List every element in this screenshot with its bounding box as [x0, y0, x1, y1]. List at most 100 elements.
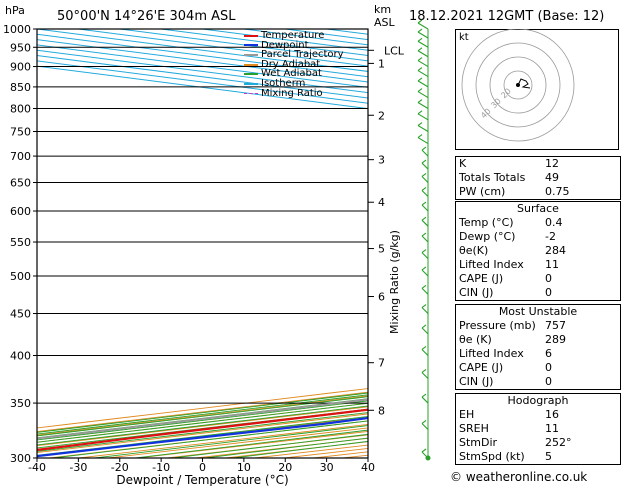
pressure-tick-label: 500	[10, 270, 31, 283]
wind-barb	[421, 201, 429, 212]
hpa-label: hPa	[5, 4, 25, 17]
pressure-tick-label: 600	[10, 205, 31, 218]
pressure-tick-label: 450	[10, 308, 31, 321]
isotherm-line	[37, 65, 368, 110]
legend-label: Wet Adiabat	[261, 68, 322, 80]
wind-barb	[421, 420, 429, 430]
index-row-k: K 12	[456, 157, 620, 171]
km-tick-label: 8	[378, 404, 385, 417]
hodograph-table: Hodograph EH 16 SREH 11 StmDir 252° StmSpd …	[455, 393, 621, 465]
hodograph-title: Hodograph	[507, 394, 569, 407]
surface-value: 11	[545, 258, 559, 271]
legend-swatch	[244, 82, 258, 85]
index-value: 12	[545, 157, 559, 170]
wind-barb	[417, 99, 429, 109]
hodograph-unit: kt	[459, 32, 469, 43]
hodograph-ring	[503, 70, 533, 100]
hodo-row: EH 16	[456, 408, 620, 422]
legend-item: Temperature	[244, 31, 344, 41]
wind-barb	[417, 67, 429, 78]
legend-swatch	[244, 73, 258, 76]
wind-barb	[421, 346, 429, 356]
wind-barb	[417, 47, 429, 58]
mixing-ratio-axis-title: Mixing Ratio (g/kg)	[388, 230, 401, 334]
surface-row: CIN (J) 0	[456, 286, 620, 300]
hodo-label: SREH	[459, 422, 489, 435]
datetime: 18.12.2021 12GMT (Base: 12)	[409, 9, 605, 24]
mu-row: Pressure (mb) 757	[456, 319, 620, 333]
km-tick-label: 1	[378, 57, 385, 70]
wind-barb	[421, 146, 429, 157]
hodo-value: 16	[545, 408, 559, 421]
hodograph-center	[516, 83, 520, 87]
surface-table: Surface Temp (°C) 0.4 Dewp (°C) -2 θe(K) 28…	[455, 201, 621, 301]
wind-barb	[417, 88, 429, 99]
temperature-tick-label: -30	[69, 461, 87, 474]
wind-barb	[417, 77, 429, 88]
wind-barb	[421, 249, 429, 259]
hodograph-ring	[461, 29, 575, 142]
mu-row: CAPE (J) 0	[456, 361, 620, 375]
hodo-row: SREH 11	[456, 422, 620, 436]
legend-item: Mixing Ratio	[244, 88, 344, 99]
km-tick-label: 4	[378, 196, 385, 209]
legend-item: Dry Adiabat	[244, 59, 344, 70]
isotherm-line	[37, 60, 368, 104]
legend-label: Temperature	[261, 30, 325, 41]
legend-item: Parcel Trajectory	[244, 50, 344, 60]
surface-value: 0	[545, 286, 552, 299]
temperature-tick-label: 0	[199, 461, 206, 474]
index-label: PW (cm)	[459, 185, 506, 198]
temperature-tick-label: 20	[278, 461, 292, 474]
pressure-tick-label: 750	[10, 126, 31, 139]
mu-value: 6	[545, 347, 552, 360]
mu-row: Lifted Index 6	[456, 347, 620, 361]
hodo-label: EH	[459, 408, 475, 421]
surface-label: CAPE (J)	[459, 272, 504, 285]
mu-row: θe (K) 289	[456, 333, 620, 347]
km-tick-label: 5	[378, 243, 385, 256]
mu-value: 757	[545, 319, 566, 332]
surface-label: Dewp (°C)	[459, 230, 516, 243]
surface-label: θe(K)	[459, 244, 489, 257]
legend-label: Isotherm	[261, 77, 306, 89]
mu-label: CAPE (J)	[459, 361, 504, 374]
index-value: 49	[545, 171, 559, 184]
pressure-tick-label: 650	[10, 176, 31, 189]
mu-label: θe (K)	[459, 333, 492, 346]
mu-value: 289	[545, 333, 566, 346]
wind-barb	[421, 232, 429, 243]
pressure-tick-label: 850	[10, 81, 31, 94]
surface-value: 284	[545, 244, 566, 257]
legend-label: Parcel Trajectory	[261, 49, 344, 61]
temperature-tick-label: -10	[152, 461, 170, 474]
hodograph-trace	[517, 78, 531, 89]
pressure-tick-label: 700	[10, 150, 31, 163]
wind-barb	[417, 57, 429, 68]
index-row-pw: PW (cm) 0.75	[456, 185, 620, 199]
index-row-totals: Totals Totals 49	[456, 171, 620, 185]
mu-label: Lifted Index	[459, 347, 524, 360]
index-label: K	[459, 157, 467, 170]
wind-barb	[421, 304, 429, 314]
legend-item: Isotherm	[244, 79, 344, 89]
km-tick-label: 3	[378, 154, 385, 167]
hodo-label: StmDir	[459, 436, 498, 449]
hodograph-ring	[475, 42, 561, 128]
surface-value: 0.4	[545, 216, 563, 229]
wind-barb	[417, 19, 429, 30]
pressure-tick-label: 1000	[3, 23, 31, 36]
pressure-tick-label: 550	[10, 236, 31, 249]
hodo-value: 5	[545, 450, 552, 463]
pressure-tick-label: 950	[10, 41, 31, 54]
temperature-tick-label: -40	[28, 461, 46, 474]
legend-swatch	[244, 92, 258, 94]
wind-barb	[421, 369, 429, 379]
surface-title: Surface	[517, 202, 559, 215]
wind-barb	[421, 393, 429, 404]
index-value: 0.75	[545, 185, 570, 198]
hodograph-ring	[489, 56, 547, 114]
hodo-value: 252°	[545, 436, 572, 449]
